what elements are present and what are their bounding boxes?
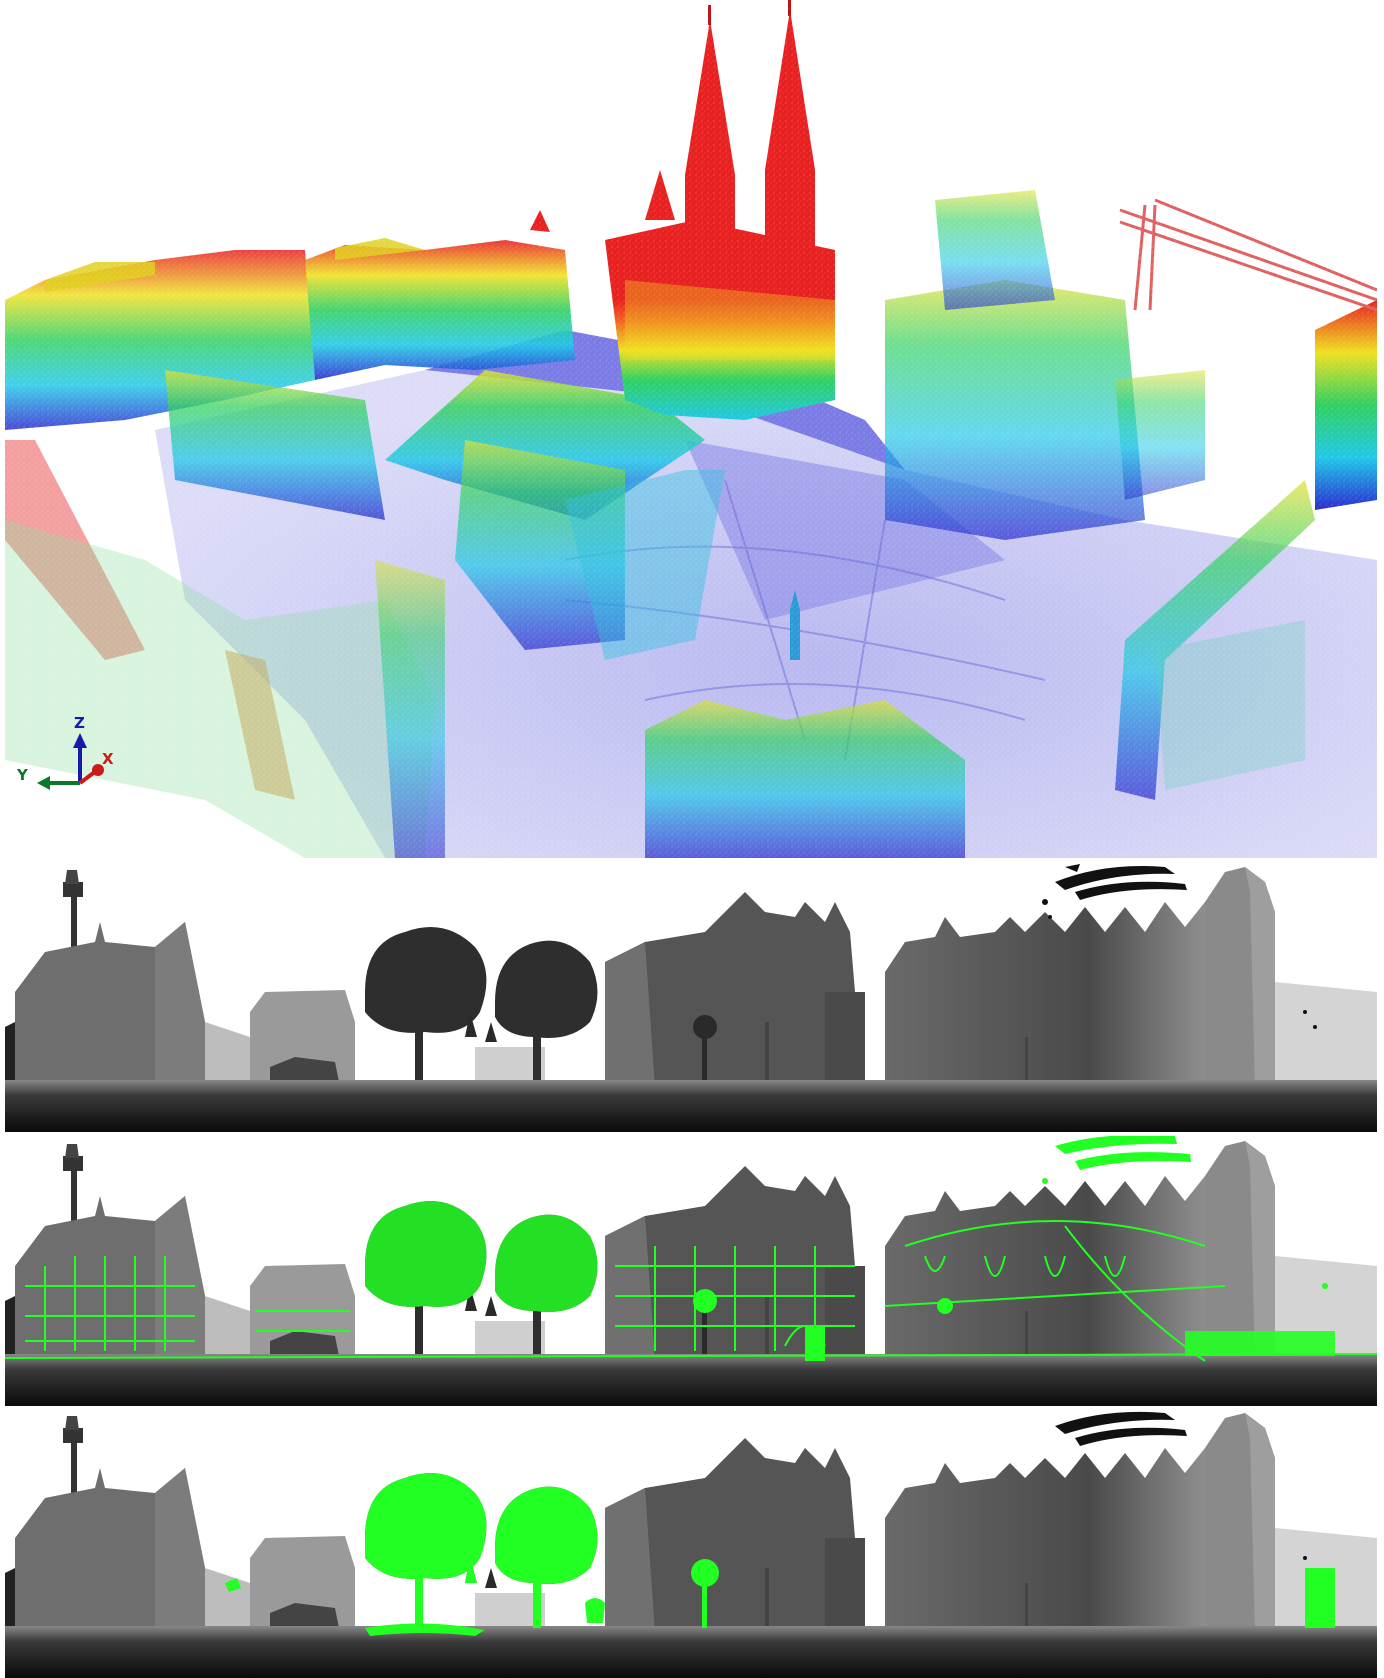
segmented-trees <box>225 1473 1335 1636</box>
highlighted-trees <box>365 1201 953 1361</box>
z-axis-label: Z <box>74 714 85 732</box>
green-noise <box>1042 1136 1335 1356</box>
noise-specks <box>1042 864 1317 1029</box>
noise-specks-bottom <box>1055 1411 1307 1560</box>
axis-triad <box>37 733 104 790</box>
depth-edges-panel <box>5 1136 1377 1406</box>
x-axis-label: X <box>102 750 114 768</box>
depth-image-panel <box>5 862 1377 1134</box>
point-cloud-render <box>5 0 1377 858</box>
depth-image-render <box>5 864 1377 1132</box>
tree-segmentation-render <box>5 1411 1377 1678</box>
depth-edges-render <box>5 1136 1377 1406</box>
edge-highlights <box>5 1220 1377 1362</box>
point-cloud-view: Z Y X <box>5 0 1377 858</box>
tree-segmentation-panel <box>5 1408 1377 1678</box>
y-axis-label: Y <box>17 766 28 784</box>
